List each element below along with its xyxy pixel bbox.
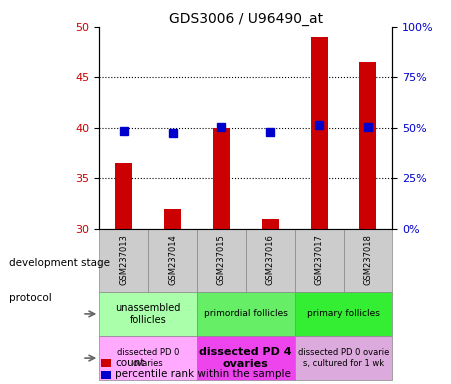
FancyBboxPatch shape bbox=[99, 292, 197, 336]
Text: GSM237017: GSM237017 bbox=[315, 234, 323, 285]
Text: count: count bbox=[115, 358, 144, 368]
FancyBboxPatch shape bbox=[148, 229, 197, 292]
Text: dissected PD 0 ovarie
s, cultured for 1 wk: dissected PD 0 ovarie s, cultured for 1 … bbox=[298, 348, 389, 368]
Text: percentile rank within the sample: percentile rank within the sample bbox=[115, 369, 291, 379]
FancyBboxPatch shape bbox=[99, 229, 148, 292]
Title: GDS3006 / U96490_at: GDS3006 / U96490_at bbox=[169, 12, 323, 26]
Bar bbox=[262, 218, 279, 229]
FancyBboxPatch shape bbox=[197, 336, 295, 380]
Text: GSM237016: GSM237016 bbox=[266, 234, 275, 285]
Text: protocol: protocol bbox=[9, 293, 52, 303]
FancyBboxPatch shape bbox=[197, 229, 246, 292]
Text: GSM237015: GSM237015 bbox=[217, 234, 226, 285]
Bar bbox=[164, 209, 181, 229]
Text: primordial follicles: primordial follicles bbox=[204, 310, 288, 318]
FancyBboxPatch shape bbox=[295, 292, 392, 336]
Text: GSM237018: GSM237018 bbox=[364, 234, 373, 285]
FancyBboxPatch shape bbox=[197, 292, 295, 336]
FancyBboxPatch shape bbox=[344, 229, 392, 292]
Text: unassembled
follicles: unassembled follicles bbox=[115, 303, 181, 325]
Text: GSM237014: GSM237014 bbox=[168, 234, 177, 285]
FancyBboxPatch shape bbox=[246, 229, 295, 292]
Text: GSM237013: GSM237013 bbox=[119, 234, 128, 285]
Text: development stage: development stage bbox=[9, 258, 110, 268]
FancyBboxPatch shape bbox=[295, 336, 392, 380]
FancyBboxPatch shape bbox=[295, 229, 344, 292]
Bar bbox=[359, 62, 377, 229]
Bar bbox=[311, 37, 327, 229]
Text: primary follicles: primary follicles bbox=[307, 310, 380, 318]
FancyBboxPatch shape bbox=[99, 336, 197, 380]
Text: dissected PD 0
ovaries: dissected PD 0 ovaries bbox=[117, 348, 179, 368]
Text: dissected PD 4
ovaries: dissected PD 4 ovaries bbox=[199, 347, 292, 369]
Bar bbox=[115, 163, 132, 229]
Bar bbox=[213, 128, 230, 229]
